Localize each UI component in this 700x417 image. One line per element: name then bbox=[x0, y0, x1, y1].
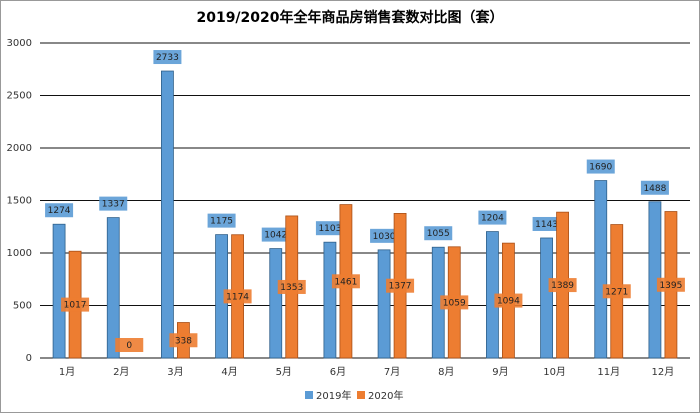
value-label: 1103 bbox=[318, 224, 341, 234]
x-tick-label: 10月 bbox=[543, 366, 566, 378]
legend-label: 2019年 bbox=[316, 389, 351, 402]
value-label: 1271 bbox=[605, 287, 628, 297]
x-tick-label: 8月 bbox=[438, 366, 454, 378]
value-label-box bbox=[61, 297, 90, 312]
value-label: 1274 bbox=[48, 206, 71, 216]
value-label-box bbox=[115, 338, 144, 352]
value-label-box bbox=[99, 196, 128, 211]
y-tick-label: 1500 bbox=[7, 196, 32, 207]
value-label: 1488 bbox=[643, 184, 666, 194]
y-tick-label: 3000 bbox=[7, 38, 32, 49]
value-label: 1395 bbox=[659, 281, 682, 291]
chart-title: 2019/2020年全年商品房销售套数对比图（套） bbox=[196, 9, 503, 26]
value-label: 1389 bbox=[551, 281, 574, 291]
value-label-box bbox=[440, 295, 469, 310]
bar bbox=[106, 217, 120, 359]
value-label-box bbox=[386, 278, 415, 293]
value-label-box bbox=[169, 333, 198, 348]
y-tick-label: 0 bbox=[26, 353, 32, 364]
value-label-box bbox=[532, 216, 561, 231]
x-tick-label: 5月 bbox=[276, 366, 292, 378]
x-tick-label: 11月 bbox=[597, 366, 620, 378]
value-label: 1143 bbox=[535, 220, 558, 230]
bar bbox=[540, 237, 553, 359]
legend-swatch bbox=[357, 391, 365, 399]
value-label: 1055 bbox=[427, 229, 450, 239]
bar bbox=[161, 70, 174, 359]
value-label-box bbox=[370, 228, 399, 243]
y-tick-label: 1000 bbox=[7, 248, 32, 259]
value-label: 1337 bbox=[102, 200, 125, 210]
value-label: 1377 bbox=[389, 282, 412, 292]
y-tick-label: 2500 bbox=[7, 91, 32, 102]
bar bbox=[594, 180, 608, 359]
y-tick-label: 2000 bbox=[7, 143, 32, 154]
value-label-box bbox=[586, 159, 615, 174]
value-label: 1204 bbox=[481, 214, 504, 224]
bar bbox=[52, 223, 66, 359]
value-label: 1353 bbox=[280, 283, 303, 293]
bar bbox=[269, 248, 283, 359]
value-label: 1461 bbox=[334, 277, 357, 287]
y-tick-label: 500 bbox=[13, 301, 32, 312]
bar bbox=[323, 241, 337, 359]
x-tick-label: 6月 bbox=[330, 366, 346, 378]
value-label-box bbox=[331, 274, 360, 289]
value-label-box bbox=[656, 277, 685, 292]
value-label-box bbox=[548, 278, 577, 293]
value-label-box bbox=[424, 226, 453, 241]
value-label-box bbox=[640, 180, 669, 195]
value-label: 1174 bbox=[226, 292, 249, 302]
value-label-box bbox=[277, 279, 306, 294]
legend-label: 2020年 bbox=[368, 389, 403, 402]
value-label: 1690 bbox=[589, 163, 612, 173]
value-label-box bbox=[478, 210, 507, 225]
value-label: 1059 bbox=[443, 298, 466, 308]
value-label-box bbox=[261, 227, 290, 242]
x-tick-label: 2月 bbox=[113, 366, 129, 378]
value-label-box bbox=[315, 221, 344, 236]
value-label: 1017 bbox=[64, 301, 87, 311]
x-tick-label: 4月 bbox=[221, 366, 237, 378]
x-tick-label: 7月 bbox=[384, 366, 400, 378]
x-tick-label: 3月 bbox=[167, 366, 183, 378]
bar bbox=[377, 249, 391, 359]
x-tick-label: 1月 bbox=[59, 366, 75, 378]
value-label-box bbox=[223, 289, 252, 304]
value-label: 338 bbox=[175, 336, 192, 346]
x-tick-label: 9月 bbox=[492, 366, 508, 378]
value-label-box bbox=[153, 50, 182, 65]
value-label: 1042 bbox=[264, 231, 287, 241]
value-label: 1094 bbox=[497, 297, 520, 307]
value-label: 2733 bbox=[156, 53, 179, 63]
value-label-box bbox=[494, 293, 523, 308]
value-label-box bbox=[45, 203, 74, 218]
value-label: 1175 bbox=[210, 217, 233, 227]
value-label-box bbox=[207, 213, 236, 228]
value-label: 0 bbox=[126, 341, 132, 351]
value-label-box bbox=[602, 284, 631, 299]
x-tick-label: 12月 bbox=[652, 366, 675, 378]
legend-swatch bbox=[305, 391, 313, 399]
value-label: 1030 bbox=[373, 232, 396, 242]
